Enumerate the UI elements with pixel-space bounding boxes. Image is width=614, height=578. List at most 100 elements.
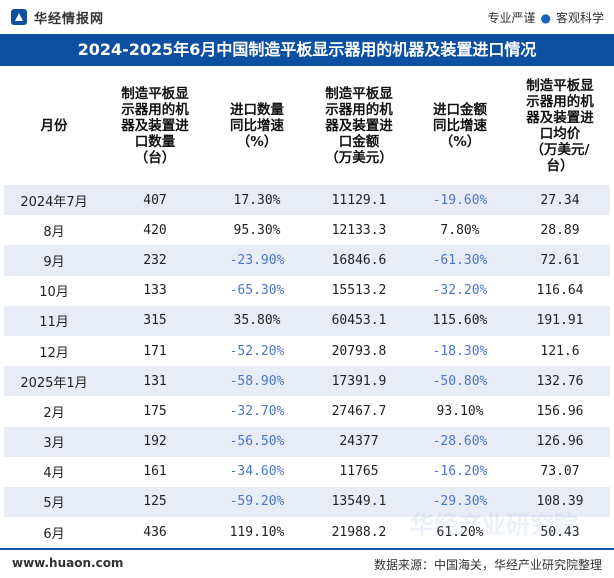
- month-cell: 11月: [4, 305, 104, 336]
- value-cell: 73.07: [510, 456, 610, 487]
- value-cell: 15513.2: [308, 275, 410, 306]
- table-row: 6月 436 119.10% 21988.2 61.20% 50.43: [4, 517, 610, 548]
- huajing-logo-icon: [11, 9, 27, 25]
- table-row: 4月 161 -34.60% 11765 -16.20% 73.07: [4, 456, 610, 487]
- value-cell: 108.39: [510, 486, 610, 518]
- month-cell: 3月: [4, 426, 104, 457]
- value-cell: 16846.6: [308, 245, 410, 276]
- value-cell: 115.60%: [410, 305, 510, 336]
- table-row: 11月 315 35.80% 60453.1 115.60% 191.91: [4, 305, 610, 336]
- value-cell: 12133.3: [308, 215, 410, 246]
- value-cell: -56.50%: [206, 426, 308, 457]
- table-row: 2024年7月 407 17.30% 11129.1 -19.60% 27.34: [4, 185, 610, 216]
- value-cell: 121.6: [510, 335, 610, 367]
- value-cell: 11765: [308, 456, 410, 487]
- month-cell: 8月: [4, 215, 104, 246]
- month-cell: 2024年7月: [4, 185, 104, 216]
- value-cell: 315: [104, 305, 206, 336]
- value-cell: -32.20%: [410, 275, 510, 306]
- month-cell: 12月: [4, 335, 104, 367]
- table-row: 2月 175 -32.70% 27467.7 93.10% 156.96: [4, 396, 610, 427]
- value-cell: 17.30%: [206, 185, 308, 216]
- value-cell: -23.90%: [206, 245, 308, 276]
- value-cell: -59.20%: [206, 486, 308, 518]
- value-cell: -19.60%: [410, 185, 510, 216]
- slogan: 专业严谨 ● 客观科学: [487, 9, 604, 26]
- value-cell: 13549.1: [308, 486, 410, 518]
- top-bar: 华经情报网 专业严谨 ● 客观科学: [0, 0, 614, 34]
- month-cell: 2月: [4, 396, 104, 427]
- table-row: 8月 420 95.30% 12133.3 7.80% 28.89: [4, 215, 610, 246]
- value-cell: 161: [104, 456, 206, 487]
- value-cell: -58.90%: [206, 366, 308, 397]
- slogan-left: 专业严谨: [487, 11, 536, 25]
- value-cell: -18.30%: [410, 335, 510, 367]
- column-header-amount: 制造平板显 示器用的机 器及装置进 口金额 （万美元）: [308, 66, 410, 185]
- value-cell: 27.34: [510, 185, 610, 216]
- value-cell: 132.76: [510, 366, 610, 397]
- site-name: 华经情报网: [34, 12, 105, 27]
- value-cell: 131: [104, 366, 206, 397]
- value-cell: 21988.2: [308, 517, 410, 548]
- value-cell: 95.30%: [206, 215, 308, 246]
- value-cell: 27467.7: [308, 396, 410, 427]
- month-cell: 4月: [4, 456, 104, 487]
- value-cell: -29.30%: [410, 486, 510, 518]
- value-cell: 126.96: [510, 426, 610, 457]
- value-cell: 125: [104, 486, 206, 518]
- value-cell: 28.89: [510, 215, 610, 246]
- value-cell: 72.61: [510, 245, 610, 276]
- table-row: 5月 125 -59.20% 13549.1 -29.30% 108.39: [4, 486, 610, 518]
- value-cell: -50.80%: [410, 366, 510, 397]
- value-cell: 61.20%: [410, 517, 510, 548]
- column-header-month: 月份: [4, 66, 104, 185]
- month-cell: 5月: [4, 486, 104, 518]
- value-cell: 192: [104, 426, 206, 457]
- month-cell: 10月: [4, 275, 104, 306]
- value-cell: 35.80%: [206, 305, 308, 336]
- value-cell: 175: [104, 396, 206, 427]
- slogan-right: 客观科学: [555, 11, 604, 25]
- value-cell: 133: [104, 275, 206, 306]
- table-row: 9月 232 -23.90% 16846.6 -61.30% 72.61: [4, 245, 610, 276]
- table-row: 12月 171 -52.20% 20793.8 -18.30% 121.6: [4, 335, 610, 367]
- value-cell: 156.96: [510, 396, 610, 427]
- column-header-amount-growth: 进口金额 同比增速 （%）: [410, 66, 510, 185]
- footer-url: www.huaon.com: [12, 556, 124, 570]
- value-cell: -32.70%: [206, 396, 308, 427]
- value-cell: 436: [104, 517, 206, 548]
- slogan-separator: ●: [540, 11, 551, 25]
- table-row: 2025年1月 131 -58.90% 17391.9 -50.80% 132.76: [4, 366, 610, 397]
- footer-source: 数据来源：中国海关，华经产业研究院整理: [373, 558, 602, 572]
- column-header-quantity: 制造平板显 示器用的机 器及装置进 口数量 （台）: [104, 66, 206, 185]
- value-cell: 407: [104, 185, 206, 216]
- value-cell: 191.91: [510, 305, 610, 336]
- table-header-row: 月份 制造平板显 示器用的机 器及装置进 口数量 （台） 进口数量 同比增速 （…: [4, 66, 610, 185]
- table-row: 10月 133 -65.30% 15513.2 -32.20% 116.64: [4, 275, 610, 306]
- column-header-quantity-growth: 进口数量 同比增速 （%）: [206, 66, 308, 185]
- value-cell: 11129.1: [308, 185, 410, 216]
- table-row: 3月 192 -56.50% 24377 -28.60% 126.96: [4, 426, 610, 457]
- value-cell: 232: [104, 245, 206, 276]
- footer: www.huaon.com 数据来源：中国海关，华经产业研究院整理: [0, 548, 614, 578]
- value-cell: 50.43: [510, 517, 610, 548]
- value-cell: 17391.9: [308, 366, 410, 397]
- value-cell: -16.20%: [410, 456, 510, 487]
- value-cell: -34.60%: [206, 456, 308, 487]
- value-cell: 24377: [308, 426, 410, 457]
- value-cell: 119.10%: [206, 517, 308, 548]
- column-header-avg-price: 制造平板显 示器用的机 器及装置进 口均价 （万美元/ 台）: [510, 66, 610, 185]
- value-cell: -61.30%: [410, 245, 510, 276]
- value-cell: -65.30%: [206, 275, 308, 306]
- value-cell: 20793.8: [308, 335, 410, 367]
- value-cell: 93.10%: [410, 396, 510, 427]
- value-cell: 116.64: [510, 275, 610, 306]
- page-title: 2024-2025年6月中国制造平板显示器用的机器及装置进口情况: [0, 34, 614, 66]
- month-cell: 9月: [4, 245, 104, 276]
- value-cell: 7.80%: [410, 215, 510, 246]
- value-cell: -52.20%: [206, 335, 308, 367]
- month-cell: 2025年1月: [4, 366, 104, 397]
- value-cell: -28.60%: [410, 426, 510, 457]
- value-cell: 60453.1: [308, 305, 410, 336]
- data-table: 月份 制造平板显 示器用的机 器及装置进 口数量 （台） 进口数量 同比增速 （…: [4, 66, 610, 548]
